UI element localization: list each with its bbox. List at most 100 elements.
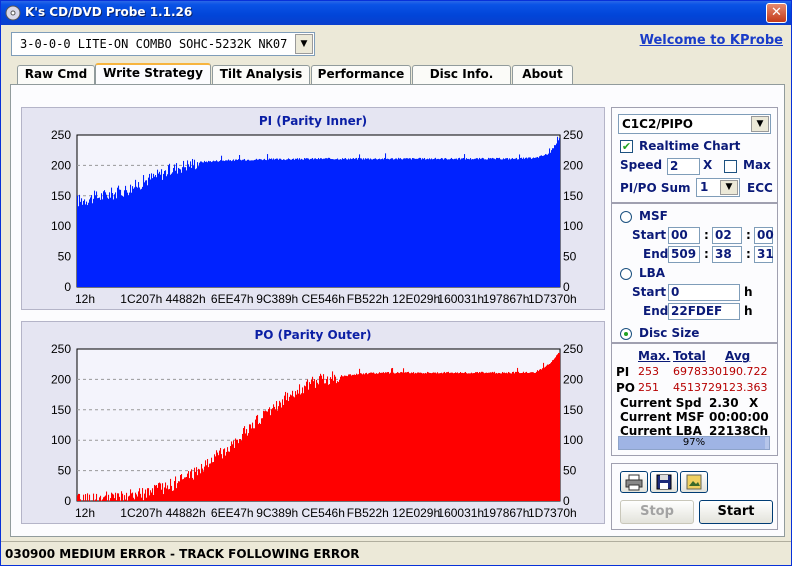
- data-bar: [97, 198, 99, 287]
- y-tick-label-right: 200: [563, 158, 583, 172]
- data-bar: [300, 159, 302, 287]
- data-bar: [311, 379, 313, 501]
- msf-end-min[interactable]: 509: [668, 246, 700, 263]
- msf-radio[interactable]: [620, 211, 632, 223]
- data-bar: [257, 159, 259, 287]
- data-bar: [452, 372, 454, 501]
- data-bar: [553, 359, 555, 501]
- data-bar: [280, 402, 282, 501]
- msf-end-frame[interactable]: 31: [754, 246, 774, 263]
- data-bar: [139, 488, 141, 501]
- data-bar: [120, 189, 122, 287]
- welcome-link[interactable]: Welcome to KProbe: [639, 33, 783, 48]
- tab-performance[interactable]: Performance: [311, 65, 411, 84]
- lba-radio[interactable]: [620, 268, 632, 280]
- lba-end-input[interactable]: 22FDEF: [668, 303, 740, 320]
- screenshot-button[interactable]: [680, 471, 708, 493]
- tab-tilt-analysis[interactable]: Tilt Analysis: [212, 65, 310, 84]
- x-tick-label: 12h: [75, 292, 95, 306]
- chevron-down-icon[interactable]: ▼: [751, 116, 769, 132]
- stop-button[interactable]: Stop: [620, 500, 694, 524]
- tab-about[interactable]: About: [512, 65, 573, 84]
- window-title: K's CD/DVD Probe 1.1.26: [25, 5, 193, 19]
- data-bar: [94, 190, 96, 287]
- speed-input[interactable]: 2: [667, 158, 700, 175]
- data-bar: [462, 158, 464, 287]
- data-bar: [393, 159, 395, 287]
- y-tick-label-left: 50: [58, 250, 72, 264]
- data-bar: [108, 198, 110, 287]
- data-bar: [136, 494, 138, 501]
- data-bar: [382, 158, 384, 287]
- data-bar: [356, 157, 358, 287]
- start-button[interactable]: Start: [699, 500, 773, 524]
- pipo-sum-dropdown[interactable]: 1 ▼: [696, 178, 740, 197]
- stats-group: Max. Total Avg PI 253 6978330 190.722 PO…: [611, 343, 778, 456]
- data-bar: [518, 159, 520, 287]
- data-bar: [378, 373, 380, 501]
- data-bar: [326, 158, 328, 287]
- data-bar: [525, 157, 527, 287]
- data-bar: [370, 158, 372, 287]
- data-bar: [159, 171, 161, 287]
- device-dropdown[interactable]: 3-0-0-0 LITE-ON COMBO SOHC-5232K NK07 ▼: [11, 32, 315, 56]
- tab-write-strategy[interactable]: Write Strategy: [95, 63, 211, 85]
- data-bar: [366, 158, 368, 287]
- data-bar: [83, 494, 85, 501]
- y-tick-label-left: 250: [51, 342, 71, 356]
- data-bar: [89, 199, 91, 287]
- lba-start-input[interactable]: 0: [668, 284, 740, 301]
- chevron-down-icon[interactable]: ▼: [720, 180, 738, 195]
- data-bar: [482, 371, 484, 501]
- save-button[interactable]: [650, 471, 678, 493]
- data-bar: [494, 158, 496, 287]
- data-bar: [500, 373, 502, 501]
- disc-size-radio[interactable]: [620, 328, 632, 340]
- data-bar: [223, 449, 225, 501]
- data-bar: [349, 159, 351, 287]
- data-bar: [103, 497, 105, 501]
- data-bar: [550, 363, 552, 501]
- data-bar: [113, 199, 115, 287]
- chevron-down-icon[interactable]: ▼: [295, 34, 313, 54]
- data-bar: [481, 158, 483, 287]
- msf-start-frame[interactable]: 00: [754, 227, 774, 244]
- data-bar: [291, 159, 293, 287]
- data-bar: [410, 373, 412, 501]
- close-button[interactable]: ✕: [766, 3, 787, 23]
- data-bar: [191, 167, 193, 287]
- data-bar: [125, 185, 127, 287]
- data-bar: [430, 159, 432, 287]
- title-bar[interactable]: K's CD/DVD Probe 1.1.26 ✕: [1, 1, 791, 25]
- data-bar: [212, 161, 214, 287]
- data-bar: [412, 372, 414, 501]
- data-bar: [522, 158, 524, 287]
- tab-raw-cmd[interactable]: Raw Cmd: [17, 65, 95, 84]
- msf-end-sec[interactable]: 38: [712, 246, 742, 263]
- data-bar: [154, 176, 156, 287]
- data-bar: [82, 204, 84, 287]
- data-bar: [134, 187, 136, 287]
- data-bar: [252, 422, 254, 501]
- print-button[interactable]: [620, 471, 648, 493]
- tab-disc-info[interactable]: Disc Info.: [412, 65, 511, 84]
- max-checkbox[interactable]: [724, 160, 737, 173]
- data-bar: [447, 372, 449, 501]
- data-bar: [521, 157, 523, 287]
- data-bar: [424, 373, 426, 501]
- data-bar: [189, 166, 191, 287]
- data-bar: [282, 399, 284, 501]
- mode-dropdown[interactable]: C1C2/PIPO ▼: [618, 114, 771, 134]
- data-bar: [357, 159, 359, 287]
- data-bar: [514, 373, 516, 501]
- range-group: MSF Start 00 : 02 : 00 End 509 : 38 : 31…: [611, 203, 778, 343]
- data-bar: [542, 368, 544, 501]
- data-bar: [308, 389, 310, 501]
- data-bar: [539, 156, 541, 287]
- data-bar: [325, 383, 327, 501]
- msf-start-sec[interactable]: 02: [712, 227, 742, 244]
- data-bar: [383, 372, 385, 501]
- realtime-chart-checkbox[interactable]: ✔: [620, 140, 633, 153]
- msf-start-min[interactable]: 00: [668, 227, 700, 244]
- y-tick-label-left: 0: [64, 280, 71, 294]
